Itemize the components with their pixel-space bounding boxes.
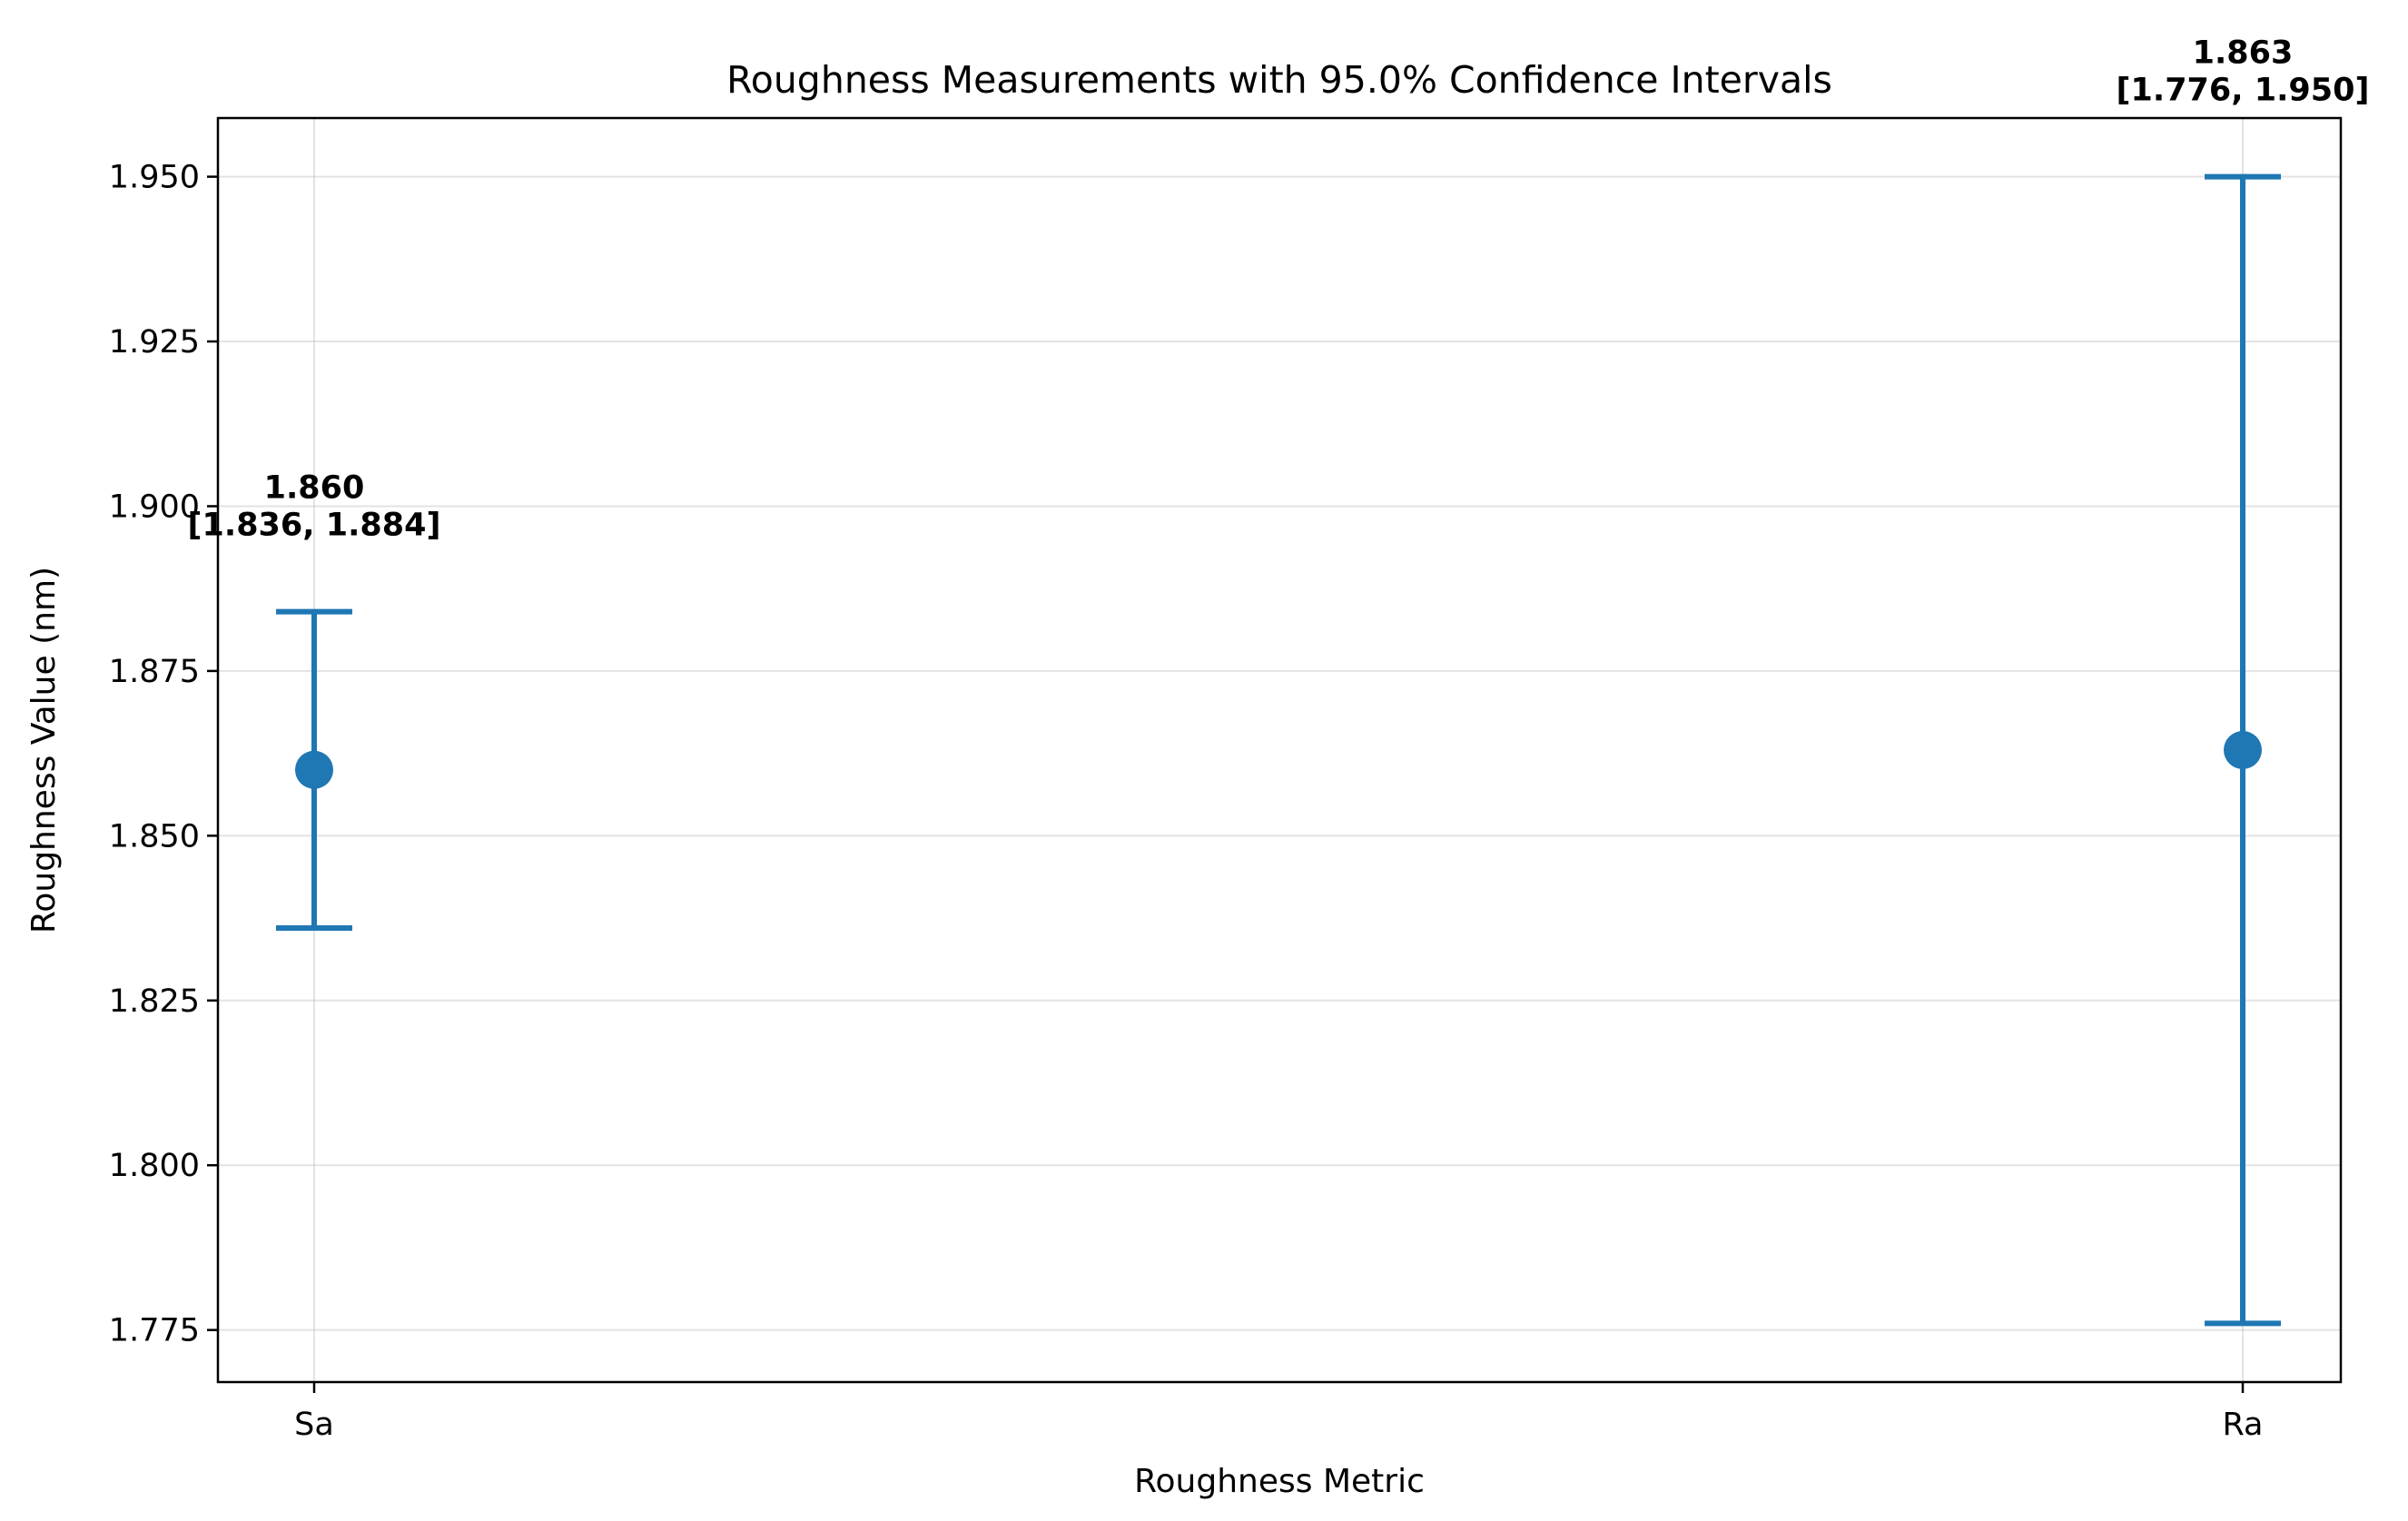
chart-title: Roughness Measurements with 95.0% Confid…	[726, 58, 1832, 102]
y-tick-label: 1.925	[109, 324, 200, 360]
y-tick-label: 1.825	[109, 983, 200, 1020]
grid-layer	[218, 118, 2341, 1382]
y-tick-label: 1.850	[109, 818, 200, 854]
y-tick-label: 1.775	[109, 1313, 200, 1349]
tick-layer: 1.775 1.800 1.825 1.850 1.875 1.900 1.925 1.950…	[109, 160, 2264, 1443]
mean-point-sa	[295, 750, 333, 789]
x-axis-label: Roughness Metric	[1134, 1463, 1425, 1500]
mean-point-ra	[2224, 731, 2262, 769]
y-tick-label: 1.875	[109, 654, 200, 690]
x-tick-label: Sa	[294, 1407, 334, 1443]
data-label-interval-ra: [1.776, 1.950]	[2117, 73, 2370, 109]
y-tick-label: 1.950	[109, 160, 200, 196]
y-tick-label: 1.900	[109, 489, 200, 525]
y-axis-label: Roughness Value (nm)	[25, 567, 63, 933]
data-label-interval-sa: [1.836, 1.884]	[188, 508, 441, 544]
mark-layer: 1.860[1.836, 1.884] 1.863[1.776, 1.950]	[188, 35, 2370, 1327]
data-label-value-ra: 1.863	[2193, 35, 2294, 72]
y-tick-label: 1.800	[109, 1148, 200, 1184]
plot-frame	[216, 116, 2343, 1384]
data-label-value-sa: 1.860	[264, 470, 365, 507]
x-tick-label: Ra	[2223, 1407, 2264, 1443]
